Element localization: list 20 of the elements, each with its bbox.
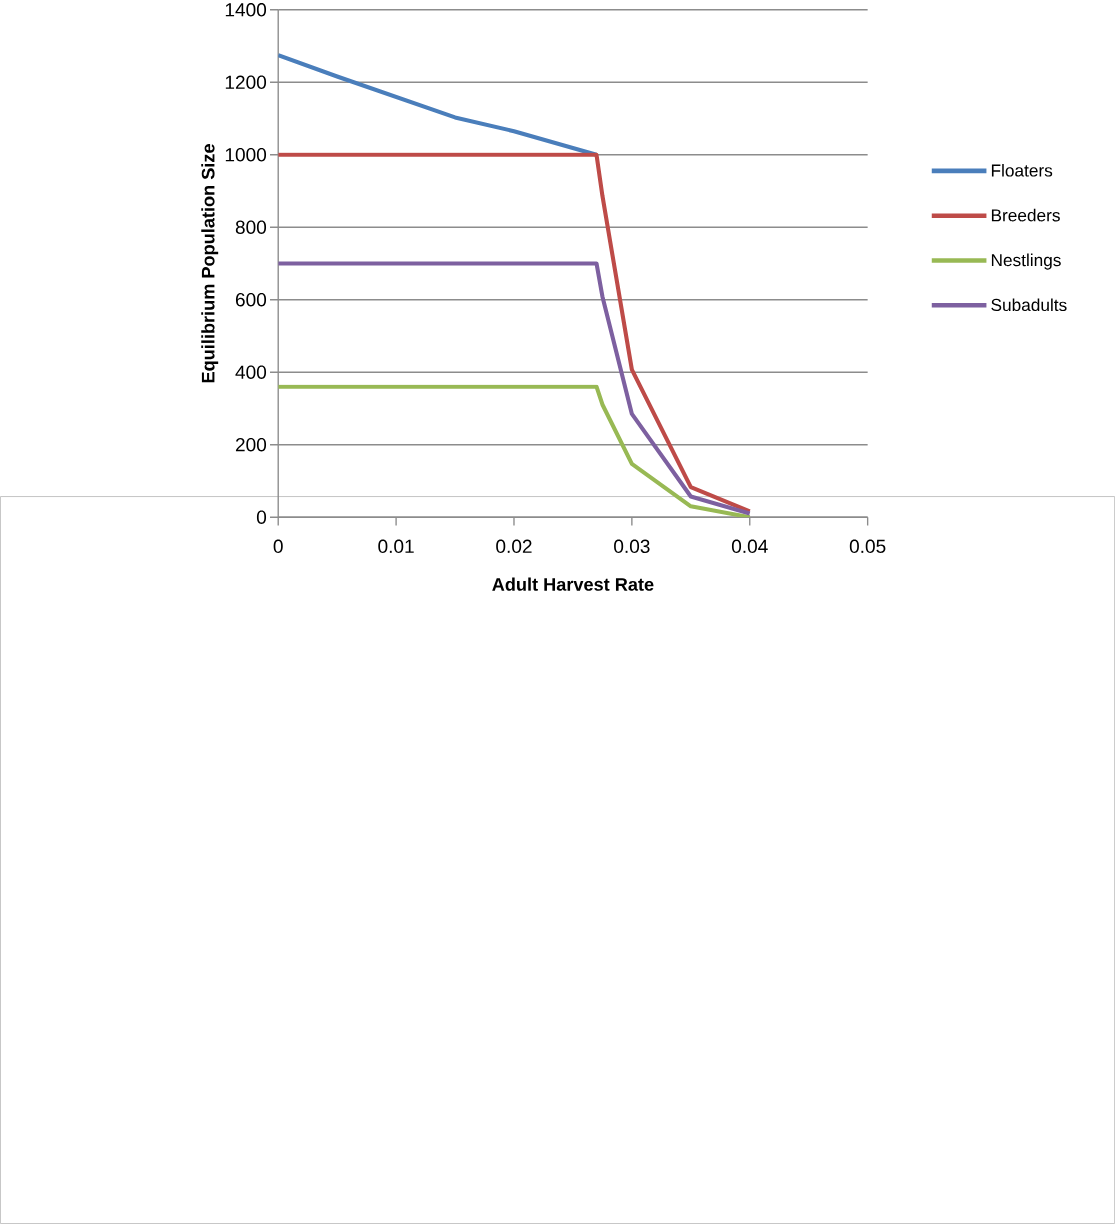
legend-label: Breeders [991,208,1060,222]
y-tick-label: 600 [235,292,267,307]
y-axis-title: Equilibrium Population Size [201,144,219,383]
x-tick-label: 0.01 [378,539,414,554]
y-tick-label: 200 [235,437,267,452]
x-axis-title: Adult Harvest Rate [492,577,654,591]
y-tick-label: 1400 [225,3,267,17]
y-tick-label: 400 [235,365,267,379]
x-tick-label: 0 [273,539,283,554]
y-tick-label: 1000 [225,148,267,162]
x-tick-label: 0.03 [614,539,650,554]
legend-label: Nestlings [991,253,1061,270]
x-tick-label: 0.02 [496,539,532,554]
x-tick-label: 0.05 [849,539,886,554]
legend-label: Subadults [991,298,1067,312]
x-tick-label: 0.04 [731,539,768,554]
y-tick-label: 0 [256,510,267,524]
legend-label: Floaters [991,163,1053,177]
y-tick-label: 800 [235,220,267,234]
y-tick-label: 1200 [225,75,267,89]
